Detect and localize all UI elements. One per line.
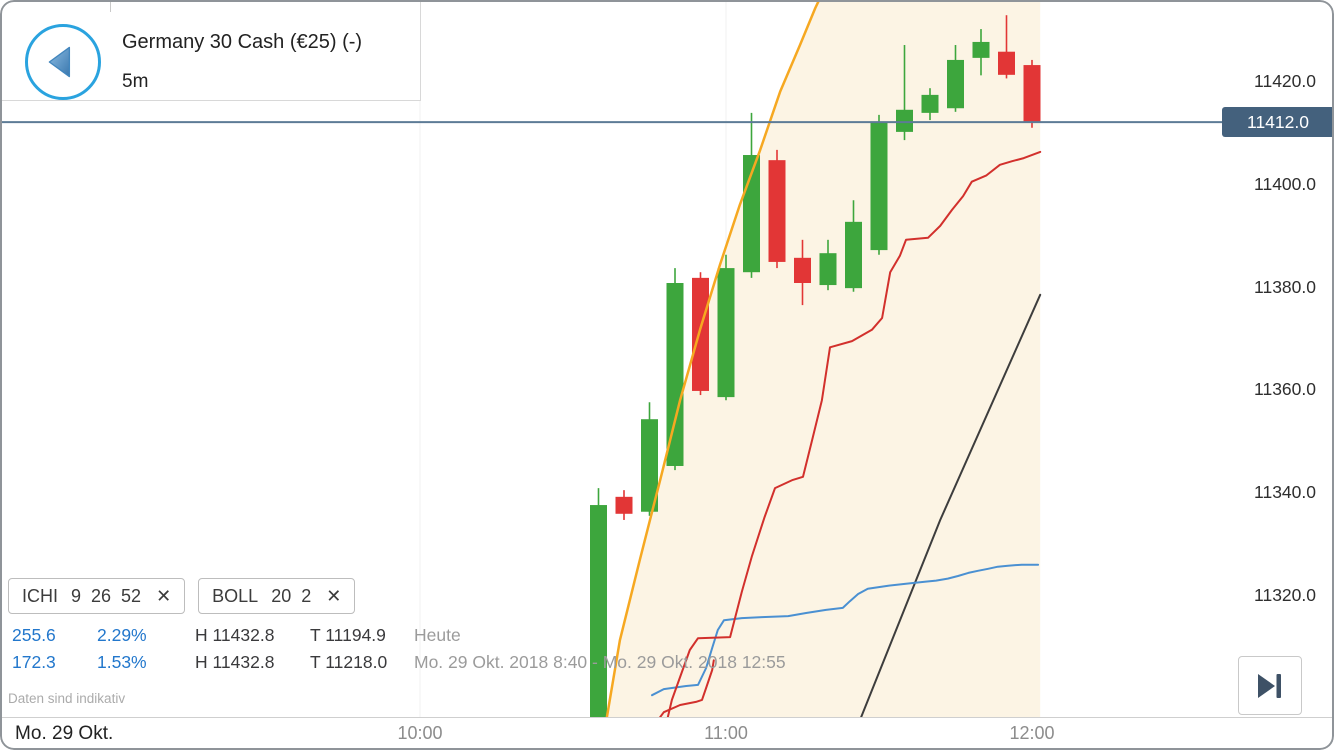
candle-body <box>845 221 862 289</box>
overlay-orange-line <box>605 0 821 718</box>
disclaimer-text: Daten sind indikativ <box>8 691 126 706</box>
high-value: H 11432.8 <box>195 652 275 672</box>
stat-row-today: 255.6 2.29% H 11432.8 T 11194.9 Heute <box>12 624 786 646</box>
overlay-red-line-upper <box>666 150 1042 718</box>
overlay-black-line <box>859 293 1042 718</box>
candle-body <box>615 496 633 514</box>
time-tick-label: 11:00 <box>704 723 748 743</box>
candle-body <box>641 419 658 512</box>
candle-body <box>921 94 939 113</box>
skip-to-latest-button[interactable] <box>1238 656 1302 715</box>
time-tick-label: 12:00 <box>1009 723 1055 743</box>
instrument-info-panel: Germany 30 Cash (€25) (-) 5m <box>0 0 421 101</box>
skip-to-end-icon <box>1258 673 1281 698</box>
candle-body <box>1023 65 1041 123</box>
candle-body <box>717 268 735 398</box>
change-value: 172.3 <box>12 652 56 672</box>
candle-body <box>896 109 913 132</box>
change-percent: 2.29% <box>97 625 147 645</box>
change-percent: 1.53% <box>97 652 147 672</box>
low-value: T 11194.9 <box>310 625 386 645</box>
back-arrow-icon <box>48 46 71 78</box>
quote-stats: 255.6 2.29% H 11432.8 T 11194.9 Heute 17… <box>12 624 786 678</box>
period-label: Heute <box>414 625 461 645</box>
candle-body <box>870 122 888 251</box>
candle-body <box>972 41 990 58</box>
instrument-title: Germany 30 Cash (€25) (-) <box>122 31 363 53</box>
indicator-name: ICHI <box>22 585 58 606</box>
close-icon[interactable]: ✕ <box>156 585 172 606</box>
candle-body <box>692 277 709 391</box>
stat-row-visible-range: 172.3 1.53% H 11432.8 T 11218.0 Mo. 29 O… <box>12 651 786 673</box>
time-tick-label: Mo. 29 Okt. <box>15 723 114 744</box>
indicator-chips: ICHI 9 26 52 ✕ BOLL 20 2 ✕ <box>8 578 356 614</box>
candle-body <box>768 160 786 262</box>
candle-body <box>998 51 1015 75</box>
time-axis: Mo. 29 Okt. 10:00 11:00 12:00 <box>0 717 1334 750</box>
timeframe-label: 5m <box>122 71 149 92</box>
candle-body <box>590 505 607 718</box>
current-price-badge: 11412.0 <box>1222 107 1334 138</box>
indicator-params: 9 26 52 <box>71 585 142 606</box>
overlay-red-line-lower <box>658 659 715 718</box>
indicator-params: 20 2 <box>271 585 312 606</box>
indicator-name: BOLL <box>212 585 259 606</box>
low-value: T 11218.0 <box>310 652 388 672</box>
candle-body <box>666 283 684 466</box>
overlay-blue-line <box>651 563 1040 697</box>
change-value: 255.6 <box>12 625 56 645</box>
candle-body <box>794 257 811 284</box>
period-label: Mo. 29 Okt. 2018 8:40 - Mo. 29 Okt. 2018… <box>414 652 786 672</box>
high-value: H 11432.8 <box>195 625 275 645</box>
candle-body <box>819 253 837 286</box>
candle-body <box>947 59 964 109</box>
price-chart-canvas[interactable] <box>0 0 1334 718</box>
indicator-chip-ichi[interactable]: ICHI 9 26 52 ✕ <box>8 578 186 614</box>
close-icon[interactable]: ✕ <box>326 585 342 606</box>
day-divider-tick <box>109 0 111 12</box>
back-button[interactable] <box>25 24 101 100</box>
time-tick-label: 10:00 <box>397 723 443 743</box>
indicator-chip-boll[interactable]: BOLL 20 2 ✕ <box>198 578 356 614</box>
